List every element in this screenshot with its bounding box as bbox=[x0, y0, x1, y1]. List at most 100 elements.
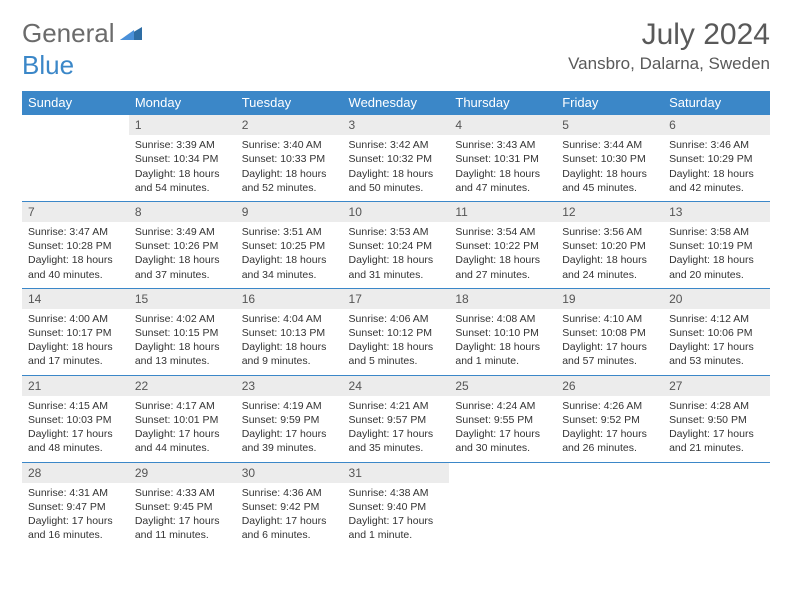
daylight-text: Daylight: 18 hours and 50 minutes. bbox=[349, 167, 444, 195]
day-number-cell: 3 bbox=[343, 115, 450, 136]
sunset-text: Sunset: 10:20 PM bbox=[562, 239, 657, 253]
daylight-text: Daylight: 18 hours and 34 minutes. bbox=[242, 253, 337, 281]
sunset-text: Sunset: 10:17 PM bbox=[28, 326, 123, 340]
daylight-text: Daylight: 18 hours and 54 minutes. bbox=[135, 167, 230, 195]
sunrise-text: Sunrise: 3:56 AM bbox=[562, 225, 657, 239]
day-header: Monday bbox=[129, 91, 236, 115]
sunrise-text: Sunrise: 3:46 AM bbox=[669, 138, 764, 152]
day-content-cell: Sunrise: 3:42 AMSunset: 10:32 PMDaylight… bbox=[343, 135, 450, 201]
sunrise-text: Sunrise: 4:04 AM bbox=[242, 312, 337, 326]
day-header: Wednesday bbox=[343, 91, 450, 115]
day-content-cell: Sunrise: 3:53 AMSunset: 10:24 PMDaylight… bbox=[343, 222, 450, 288]
daylight-text: Daylight: 18 hours and 42 minutes. bbox=[669, 167, 764, 195]
daylight-text: Daylight: 17 hours and 35 minutes. bbox=[349, 427, 444, 455]
day-header: Tuesday bbox=[236, 91, 343, 115]
sunrise-text: Sunrise: 4:06 AM bbox=[349, 312, 444, 326]
daylight-text: Daylight: 17 hours and 26 minutes. bbox=[562, 427, 657, 455]
week-content-row: Sunrise: 4:31 AMSunset: 9:47 PMDaylight:… bbox=[22, 483, 770, 549]
sunset-text: Sunset: 10:29 PM bbox=[669, 152, 764, 166]
day-number-cell: 15 bbox=[129, 288, 236, 309]
day-number-cell: 16 bbox=[236, 288, 343, 309]
day-content-cell: Sunrise: 4:33 AMSunset: 9:45 PMDaylight:… bbox=[129, 483, 236, 549]
daylight-text: Daylight: 18 hours and 45 minutes. bbox=[562, 167, 657, 195]
sunset-text: Sunset: 10:01 PM bbox=[135, 413, 230, 427]
sunrise-text: Sunrise: 4:02 AM bbox=[135, 312, 230, 326]
sunset-text: Sunset: 10:30 PM bbox=[562, 152, 657, 166]
sunrise-text: Sunrise: 4:24 AM bbox=[455, 399, 550, 413]
day-content-cell: Sunrise: 4:28 AMSunset: 9:50 PMDaylight:… bbox=[663, 396, 770, 462]
day-number-cell bbox=[449, 462, 556, 483]
sunrise-text: Sunrise: 3:40 AM bbox=[242, 138, 337, 152]
logo-text-2: Blue bbox=[22, 50, 74, 81]
day-content-cell: Sunrise: 3:51 AMSunset: 10:25 PMDaylight… bbox=[236, 222, 343, 288]
day-header: Friday bbox=[556, 91, 663, 115]
day-number-cell: 24 bbox=[343, 375, 450, 396]
day-number-cell: 9 bbox=[236, 201, 343, 222]
day-number-cell bbox=[22, 115, 129, 136]
sunset-text: Sunset: 10:28 PM bbox=[28, 239, 123, 253]
sunset-text: Sunset: 10:13 PM bbox=[242, 326, 337, 340]
day-number-cell bbox=[556, 462, 663, 483]
sunset-text: Sunset: 10:34 PM bbox=[135, 152, 230, 166]
day-content-cell: Sunrise: 4:19 AMSunset: 9:59 PMDaylight:… bbox=[236, 396, 343, 462]
daylight-text: Daylight: 17 hours and 16 minutes. bbox=[28, 514, 123, 542]
daylight-text: Daylight: 18 hours and 40 minutes. bbox=[28, 253, 123, 281]
day-number-cell: 10 bbox=[343, 201, 450, 222]
sunset-text: Sunset: 10:03 PM bbox=[28, 413, 123, 427]
day-number-cell: 19 bbox=[556, 288, 663, 309]
sunrise-text: Sunrise: 4:33 AM bbox=[135, 486, 230, 500]
day-content-cell: Sunrise: 4:06 AMSunset: 10:12 PMDaylight… bbox=[343, 309, 450, 375]
daylight-text: Daylight: 18 hours and 47 minutes. bbox=[455, 167, 550, 195]
day-content-cell: Sunrise: 4:08 AMSunset: 10:10 PMDaylight… bbox=[449, 309, 556, 375]
daylight-text: Daylight: 18 hours and 5 minutes. bbox=[349, 340, 444, 368]
day-number-cell: 26 bbox=[556, 375, 663, 396]
day-content-cell: Sunrise: 4:36 AMSunset: 9:42 PMDaylight:… bbox=[236, 483, 343, 549]
day-content-cell: Sunrise: 4:17 AMSunset: 10:01 PMDaylight… bbox=[129, 396, 236, 462]
title-block: July 2024 Vansbro, Dalarna, Sweden bbox=[568, 18, 770, 74]
sunset-text: Sunset: 10:22 PM bbox=[455, 239, 550, 253]
logo: General bbox=[22, 18, 144, 49]
week-content-row: Sunrise: 4:00 AMSunset: 10:17 PMDaylight… bbox=[22, 309, 770, 375]
sunrise-text: Sunrise: 4:28 AM bbox=[669, 399, 764, 413]
sunrise-text: Sunrise: 4:36 AM bbox=[242, 486, 337, 500]
day-content-cell bbox=[449, 483, 556, 549]
day-content-cell: Sunrise: 3:54 AMSunset: 10:22 PMDaylight… bbox=[449, 222, 556, 288]
daylight-text: Daylight: 18 hours and 13 minutes. bbox=[135, 340, 230, 368]
daylight-text: Daylight: 18 hours and 9 minutes. bbox=[242, 340, 337, 368]
week-content-row: Sunrise: 4:15 AMSunset: 10:03 PM Daylight… bbox=[22, 396, 770, 462]
day-content-cell: Sunrise: 4:26 AMSunset: 9:52 PMDaylight:… bbox=[556, 396, 663, 462]
logo-triangle-icon bbox=[120, 18, 142, 49]
sunset-text: Sunset: 10:10 PM bbox=[455, 326, 550, 340]
daylight-text: Daylight: 18 hours and 37 minutes. bbox=[135, 253, 230, 281]
sunrise-text: Sunrise: 4:08 AM bbox=[455, 312, 550, 326]
day-content-cell: Sunrise: 3:44 AMSunset: 10:30 PMDaylight… bbox=[556, 135, 663, 201]
day-number-cell: 5 bbox=[556, 115, 663, 136]
day-number-cell: 4 bbox=[449, 115, 556, 136]
sunset-text: Sunset: 9:59 PM bbox=[242, 413, 337, 427]
day-header-row: SundayMondayTuesdayWednesdayThursdayFrid… bbox=[22, 91, 770, 115]
sunset-text: Sunset: 10:12 PM bbox=[349, 326, 444, 340]
day-content-cell bbox=[663, 483, 770, 549]
sunset-text: Sunset: 9:40 PM bbox=[349, 500, 444, 514]
daylight-text: Daylight: 18 hours and 1 minute. bbox=[455, 340, 550, 368]
logo-text-1: General bbox=[22, 18, 115, 49]
sunrise-text: Sunrise: 4:17 AM bbox=[135, 399, 230, 413]
week-daynum-row: 21222324252627 bbox=[22, 375, 770, 396]
day-number-cell: 23 bbox=[236, 375, 343, 396]
day-header: Thursday bbox=[449, 91, 556, 115]
daylight-text: Daylight: 17 hours and 53 minutes. bbox=[669, 340, 764, 368]
day-content-cell: Sunrise: 3:49 AMSunset: 10:26 PMDaylight… bbox=[129, 222, 236, 288]
sunrise-text: Sunrise: 4:15 AM bbox=[28, 399, 123, 413]
daylight-text: Daylight: 17 hours and 39 minutes. bbox=[242, 427, 337, 455]
sunset-text: Sunset: 9:57 PM bbox=[349, 413, 444, 427]
day-content-cell bbox=[22, 135, 129, 201]
daylight-text: Daylight: 18 hours and 27 minutes. bbox=[455, 253, 550, 281]
day-content-cell: Sunrise: 4:15 AMSunset: 10:03 PMDaylight… bbox=[22, 396, 129, 462]
week-daynum-row: 78910111213 bbox=[22, 201, 770, 222]
day-number-cell: 25 bbox=[449, 375, 556, 396]
day-content-cell: Sunrise: 4:31 AMSunset: 9:47 PMDaylight:… bbox=[22, 483, 129, 549]
day-content-cell: Sunrise: 3:40 AMSunset: 10:33 PMDaylight… bbox=[236, 135, 343, 201]
sunrise-text: Sunrise: 4:21 AM bbox=[349, 399, 444, 413]
daylight-text: Daylight: 18 hours and 24 minutes. bbox=[562, 253, 657, 281]
sunrise-text: Sunrise: 3:54 AM bbox=[455, 225, 550, 239]
